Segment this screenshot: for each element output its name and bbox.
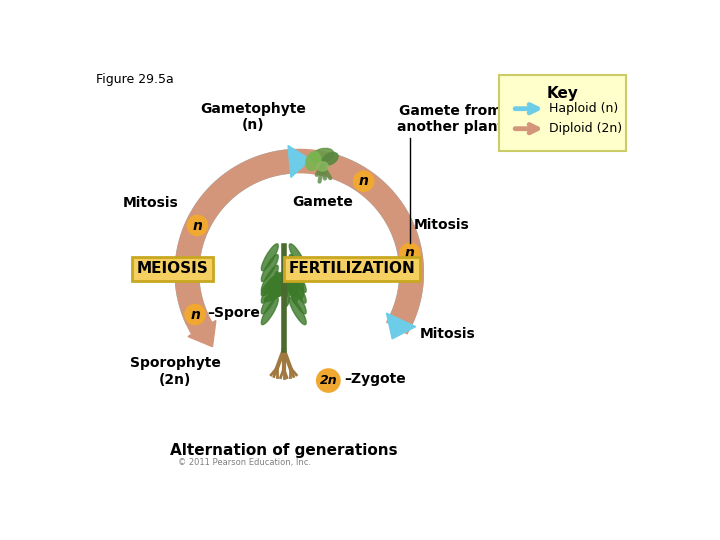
Ellipse shape [273, 274, 296, 294]
Ellipse shape [283, 285, 289, 306]
Polygon shape [387, 313, 415, 339]
Ellipse shape [261, 244, 278, 271]
Ellipse shape [317, 162, 328, 171]
Ellipse shape [289, 287, 306, 314]
Text: FERTILIZATION: FERTILIZATION [289, 261, 415, 276]
PathPatch shape [317, 151, 424, 325]
Circle shape [353, 171, 374, 192]
Ellipse shape [294, 270, 304, 299]
Ellipse shape [289, 254, 306, 281]
Text: Mitosis: Mitosis [419, 327, 475, 341]
Text: n: n [405, 246, 415, 260]
Text: Alternation of generations: Alternation of generations [170, 442, 397, 457]
Ellipse shape [275, 272, 287, 298]
Text: MEIOSIS: MEIOSIS [137, 261, 209, 276]
Text: Sporophyte
(2n): Sporophyte (2n) [130, 356, 221, 387]
Circle shape [186, 215, 208, 237]
Ellipse shape [261, 274, 280, 296]
Text: n: n [359, 174, 369, 188]
Text: Figure 29.5a: Figure 29.5a [96, 72, 174, 85]
Circle shape [316, 368, 341, 393]
Text: © 2011 Pearson Education, Inc.: © 2011 Pearson Education, Inc. [179, 458, 312, 467]
Text: Haploid (n): Haploid (n) [549, 102, 618, 115]
Text: Mitosis: Mitosis [414, 218, 469, 232]
Ellipse shape [266, 271, 289, 293]
Text: Diploid (2n): Diploid (2n) [549, 122, 622, 135]
Ellipse shape [284, 267, 297, 296]
Ellipse shape [311, 148, 334, 163]
Polygon shape [288, 145, 310, 178]
Ellipse shape [264, 289, 283, 302]
Ellipse shape [323, 152, 338, 165]
Ellipse shape [261, 287, 278, 314]
Text: Mitosis: Mitosis [122, 196, 178, 210]
FancyBboxPatch shape [499, 75, 626, 151]
Text: Key: Key [546, 85, 579, 100]
Text: n: n [192, 219, 202, 233]
Ellipse shape [289, 276, 306, 303]
Ellipse shape [261, 265, 278, 292]
Polygon shape [188, 321, 216, 347]
Text: –Zygote: –Zygote [344, 372, 405, 386]
Ellipse shape [306, 152, 320, 171]
Ellipse shape [289, 265, 306, 292]
Ellipse shape [290, 279, 298, 303]
Ellipse shape [261, 298, 278, 325]
PathPatch shape [174, 149, 291, 325]
Text: n: n [190, 307, 200, 321]
Ellipse shape [261, 254, 278, 281]
PathPatch shape [174, 148, 424, 335]
Text: 2n: 2n [320, 374, 337, 387]
Text: –Spore: –Spore [207, 306, 261, 320]
Ellipse shape [261, 276, 278, 303]
Circle shape [184, 303, 206, 325]
Ellipse shape [289, 244, 306, 271]
Text: Gamete from
another plant: Gamete from another plant [397, 104, 504, 134]
Circle shape [399, 242, 420, 264]
Ellipse shape [271, 284, 292, 299]
Ellipse shape [289, 298, 306, 325]
Text: Gametophyte
(n): Gametophyte (n) [200, 102, 306, 132]
Text: Gamete: Gamete [292, 195, 353, 209]
